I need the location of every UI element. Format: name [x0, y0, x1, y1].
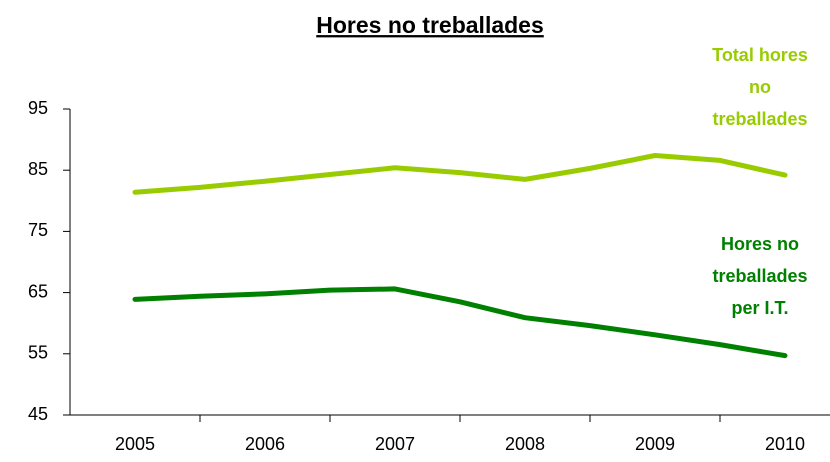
x-tick-label: 2009: [635, 434, 675, 454]
x-tick-label: 2010: [765, 434, 805, 454]
series-line: [132, 153, 788, 195]
y-tick-label: 75: [28, 220, 48, 240]
x-tick-label: 2007: [375, 434, 415, 454]
y-tick-label: 65: [28, 281, 48, 301]
series-label: Hores no: [721, 234, 799, 254]
y-tick-label: 45: [28, 404, 48, 424]
series-line: [132, 286, 788, 359]
x-tick-label: 2006: [245, 434, 285, 454]
y-tick-label: 95: [28, 98, 48, 118]
y-tick-label: 55: [28, 343, 48, 363]
series-label: treballades: [712, 266, 807, 286]
series-label: Total hores: [712, 45, 808, 65]
x-tick-label: 2008: [505, 434, 545, 454]
y-tick-label: 85: [28, 159, 48, 179]
x-tick-label: 2005: [115, 434, 155, 454]
series-label: no: [749, 77, 771, 97]
series-label: per I.T.: [731, 298, 788, 318]
series-label: treballades: [712, 109, 807, 129]
chart-title: Hores no treballades: [316, 12, 544, 38]
